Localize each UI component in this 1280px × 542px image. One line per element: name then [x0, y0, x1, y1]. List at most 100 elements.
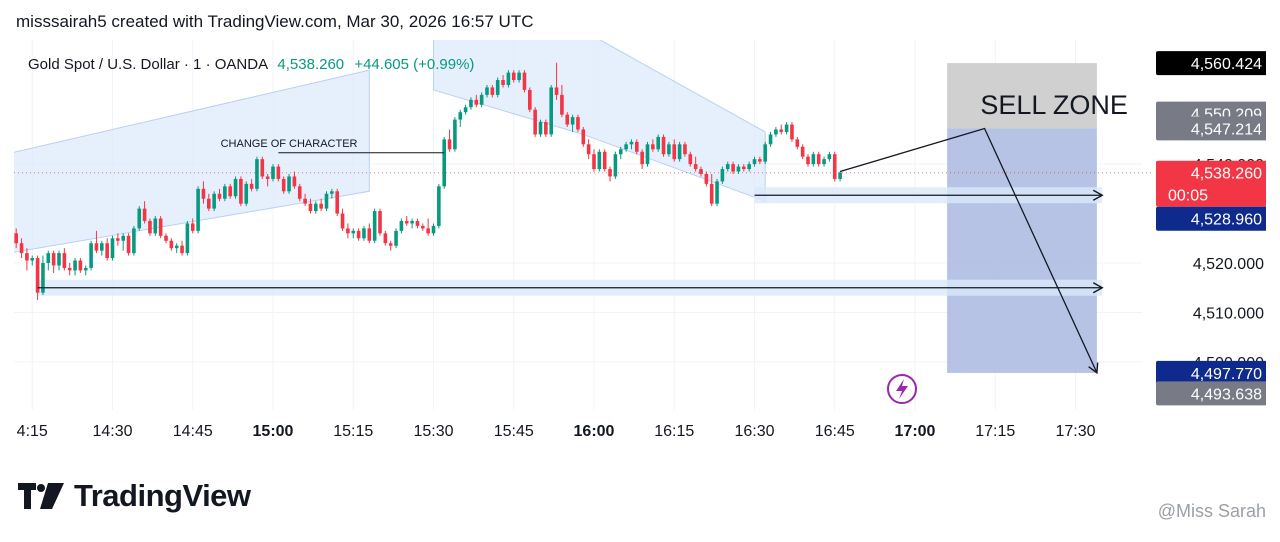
candle-body — [800, 146, 805, 157]
candle-body — [554, 87, 559, 95]
candle — [704, 171, 709, 187]
candle — [185, 220, 190, 256]
candle-body — [453, 119, 457, 150]
candle — [383, 230, 388, 246]
candle-body — [683, 144, 687, 155]
price-label: 4,497.770 — [1156, 360, 1266, 385]
candle — [73, 258, 77, 276]
candle-body — [404, 220, 409, 224]
symbol-legend[interactable]: Gold Spot / U.S. Dollar · 1 · OANDA 4,53… — [28, 56, 474, 73]
candle-body — [635, 141, 639, 152]
candle — [629, 139, 634, 150]
candle — [602, 149, 607, 172]
candle — [795, 136, 800, 150]
candle-body — [46, 253, 51, 263]
candle-body — [57, 253, 61, 266]
price-label: 4,528.960 — [1156, 206, 1266, 231]
candle — [281, 176, 286, 194]
candle-body — [725, 164, 730, 170]
candle-body — [142, 208, 147, 221]
candle — [356, 228, 361, 241]
candle-body — [581, 129, 586, 145]
candle-body — [35, 258, 40, 293]
candle — [340, 208, 345, 231]
candle-body — [383, 233, 388, 244]
sell-zone-body — [947, 128, 1097, 373]
candle — [549, 84, 553, 137]
candle — [62, 248, 67, 271]
candle-body — [51, 253, 56, 266]
candle-body — [244, 183, 249, 204]
candle-body — [597, 151, 602, 170]
candle — [244, 181, 249, 207]
candle-body — [528, 89, 532, 110]
candle — [576, 114, 580, 132]
candle-body — [233, 178, 238, 197]
candle-body — [308, 203, 313, 212]
candle-body — [742, 166, 746, 170]
candle — [132, 225, 136, 256]
candle — [683, 141, 687, 157]
candle-body — [67, 267, 72, 271]
candle — [651, 139, 655, 152]
choch-label: CHANGE OF CHARACTER — [221, 138, 358, 150]
candle — [297, 183, 302, 202]
candle-body — [271, 166, 275, 179]
candle-body — [276, 166, 281, 179]
candle — [137, 206, 142, 231]
candle — [223, 183, 227, 202]
price-label-text: 4,547.214 — [1191, 121, 1262, 138]
candle — [126, 233, 131, 256]
candle-body — [421, 225, 425, 229]
candle-body — [715, 181, 719, 204]
candle — [709, 173, 714, 207]
candle — [14, 228, 18, 249]
price-label: 4,493.638 — [1156, 381, 1266, 406]
candle-body — [255, 159, 259, 189]
candle — [367, 223, 372, 244]
candle-body — [297, 186, 302, 199]
candle-body — [645, 144, 650, 165]
candle — [142, 201, 147, 224]
candle-body — [447, 139, 452, 150]
candle-body — [25, 253, 29, 261]
candle-body — [330, 191, 334, 194]
candle — [212, 191, 216, 212]
candle-body — [720, 169, 725, 182]
candle — [83, 265, 88, 276]
candle — [774, 127, 778, 137]
candle-body — [431, 225, 436, 234]
candle — [474, 94, 479, 108]
candle — [731, 161, 735, 174]
candle-body — [292, 176, 297, 187]
candle — [490, 84, 495, 98]
x-tick-label: 17:30 — [1055, 423, 1095, 440]
candle-body — [121, 235, 125, 241]
candle — [554, 62, 559, 100]
x-tick-label: 16:00 — [574, 423, 615, 440]
candle-body — [795, 139, 800, 147]
tradingview-logo[interactable]: TradingView — [18, 478, 251, 514]
candle — [174, 243, 179, 254]
candle-body — [116, 238, 120, 241]
candle-body — [126, 235, 131, 254]
candle — [618, 146, 623, 160]
price-label-text: 4,528.960 — [1191, 212, 1262, 229]
candle — [190, 218, 195, 234]
candle — [592, 149, 596, 172]
candle — [249, 178, 254, 192]
candle — [67, 263, 72, 276]
candle — [747, 161, 751, 172]
candle — [362, 225, 366, 241]
descending-channel — [433, 40, 766, 202]
candle — [458, 109, 463, 128]
candle-body — [410, 220, 414, 224]
candle — [153, 216, 158, 236]
candle — [624, 141, 628, 152]
candle — [196, 186, 200, 234]
candle-body — [479, 94, 484, 105]
candle — [437, 183, 441, 229]
candle-body — [196, 188, 200, 231]
candle-body — [768, 134, 773, 145]
